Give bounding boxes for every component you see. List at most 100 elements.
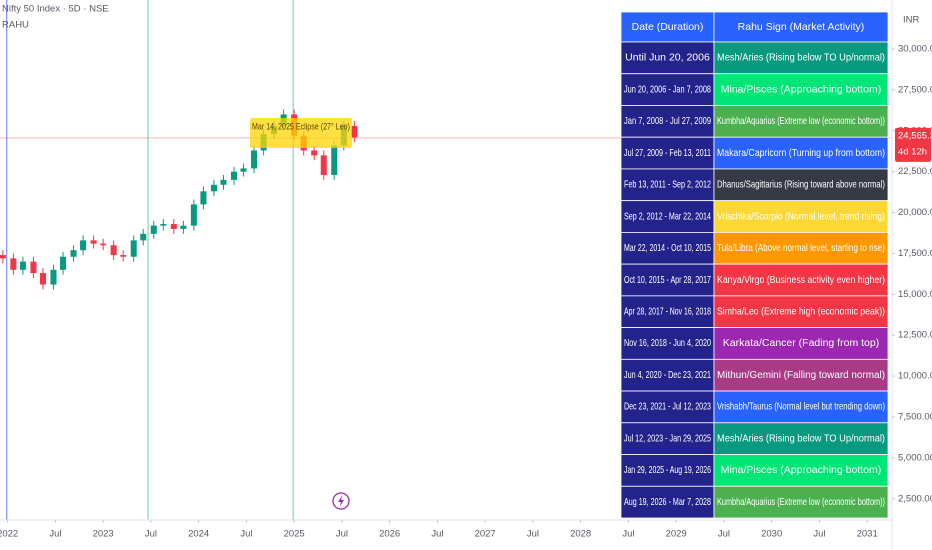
y-tick-label: 30,000.00 [898,44,932,55]
annotation-box [250,118,352,148]
candle-body [240,168,247,172]
candle-body [160,224,167,226]
table-sign-text: Makara/Capricorn (Turning up from bottom… [717,147,885,159]
table-date-text: Jul 27, 2009 - Feb 13, 2011 [624,147,711,159]
table-sign-text: Kumbha/Aquarius (Extreme low (economic b… [717,496,885,508]
icon-bolt [338,495,344,507]
table-sign-cell [713,41,889,75]
table-date-cell [620,168,715,202]
table-sign-cell [713,485,889,519]
x-tick-label: 2023 [93,529,114,540]
table-sign-cell [713,231,889,265]
table-sign-cell [713,200,889,233]
x-tick-label: Jul [622,529,634,540]
currency-label: INR [903,15,920,26]
table-sign-text: Mithun/Gemini (Falling toward normal) [717,369,885,381]
table-date-text: Oct 10, 2015 - Apr 28, 2017 [624,274,711,286]
table-date-text: Sep 2, 2012 - Mar 22, 2014 [624,210,711,222]
candle-body [311,150,318,156]
table-sign-text: Kumbha/Aquarius (Extreme low (economic b… [717,115,885,127]
candle-body [130,240,137,257]
table-sign-text: Dhanus/Sagittarius (Rising toward above … [717,179,885,191]
candle-body [170,224,177,229]
y-tick-label: 27,500.00 [898,84,932,95]
annotation: Mar 14, 2025 Eclipse (27° Leo) [250,118,352,148]
candle-body [140,233,147,241]
candle-body [251,150,258,169]
table-date-text: Jan 7, 2008 - Jul 27, 2009 [624,115,711,127]
lightning-icon[interactable] [332,492,350,510]
x-tick-label: 2031 [857,529,878,540]
y-tick-label: 17,500.00 [898,248,932,259]
y-tick-label: 12,500.00 [898,330,932,341]
y-tick-label: 10,000.00 [898,371,932,382]
table-header-cell [620,11,715,43]
table-date-text: Mar 22, 2014 - Oct 10, 2015 [624,242,711,254]
candle-body [230,171,237,180]
candle-body [180,225,187,229]
table-sign-text: Mina/Pisces (Approaching bottom) [721,464,882,476]
annotation-text: Mar 14, 2025 Eclipse (27° Leo) [252,121,350,131]
candle-body [220,179,227,185]
y-tick-label: 15,000.00 [898,289,932,300]
table-date-text: Apr 28, 2017 - Nov 16, 2018 [624,306,711,318]
table-sign-cell [713,168,889,202]
candle-body [210,184,217,192]
table-sign-cell [713,422,889,455]
table-date-cell [620,422,715,455]
table-date-cell [620,358,715,392]
table-date-cell [620,200,715,233]
table-sign-cell [713,263,889,297]
rahu-table: Date (Duration) Rahu Sign (Market Activit… [620,11,889,519]
price-badge-value: 24,565.35 [898,130,932,141]
x-tick-label: 2028 [570,529,591,540]
x-tick-label: 2022 [0,529,18,540]
table-date-text: Aug 19, 2026 - Mar 7, 2028 [624,496,711,508]
table-sign-cell [713,358,889,392]
y-tick-label: 7,500.00 [898,411,932,422]
candle-body [90,240,97,244]
table-sign-text: Karkata/Cancer (Fading from top) [723,337,879,349]
candle-body [200,191,207,205]
table-sign-text: Mesh/Aries (Rising below TO Up/normal) [717,52,885,64]
table-date-text: Dec 23, 2021 - Jul 12, 2023 [624,401,711,413]
table-sign-text: Mesh/Aries (Rising below TO Up/normal) [717,432,885,444]
table-date-text: Jul 12, 2023 - Jan 29, 2025 [624,432,711,444]
price-badge: 24,565.35 4d 12h [895,127,932,162]
candle-body [320,155,327,175]
y-tick-label: 22,500.00 [898,166,932,177]
candle-body [331,145,338,175]
x-tick-label: Jul [431,529,443,540]
table-sign-text: Kanya/Virgo (Business activity even high… [717,274,885,286]
candle-body [10,258,17,270]
x-tick-label: 2025 [284,529,305,540]
table-date-cell [620,73,715,106]
indicator-name: RAHU [2,20,29,31]
x-tick-label: Jul [813,529,825,540]
table-sign-text: Vrishabh/Taurus (Normal level but trendi… [717,401,885,413]
x-tick-label: Jul [336,529,348,540]
candle-body [351,125,358,138]
table-date-text: Until Jun 20, 2006 [625,52,710,64]
x-tick-label: 2030 [761,529,782,540]
table-date-cell [620,105,715,138]
table-date-text: Jun 4, 2020 - Dec 23, 2021 [624,369,711,381]
price-badge-box [895,127,931,162]
x-tick-label: Jul [49,529,61,540]
table-sign-cell [713,136,889,170]
table-sign-cell [713,73,889,106]
candle-body [150,225,157,234]
table-date-cell [620,41,715,75]
table-date-text: Nov 16, 2018 - Jun 4, 2020 [624,337,711,349]
x-tick-label: Jul [240,529,252,540]
table-header-cell [713,11,889,43]
table-header-text: Date (Duration) [632,21,704,33]
table-date-text: Jun 20, 2006 - Jan 7, 2008 [624,83,711,95]
x-tick-label: 2026 [379,529,400,540]
y-tick-label: 20,000.00 [898,207,932,218]
candle-body [110,245,117,256]
x-tick-label: 2027 [475,529,496,540]
y-tick-label: 5,000.00 [898,452,932,463]
